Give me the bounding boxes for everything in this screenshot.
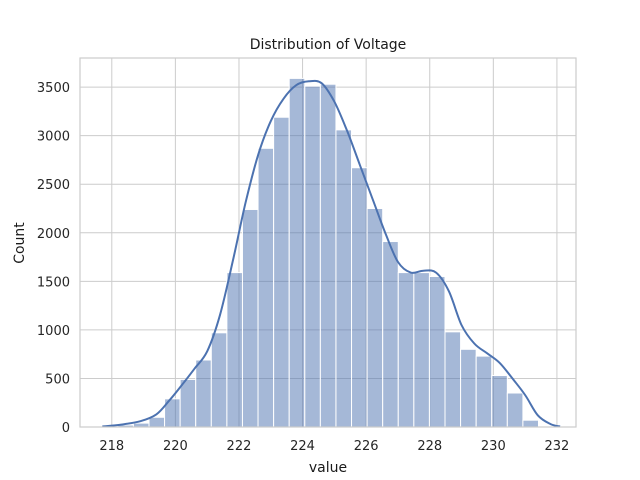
histogram-bar [179, 378, 197, 428]
chart-title: Distribution of Voltage [250, 37, 407, 53]
x-tick-label: 226 [354, 439, 379, 454]
histogram-bar [304, 85, 321, 428]
y-tick-label: 500 [45, 372, 70, 387]
histogram-bar [506, 392, 524, 428]
y-tick-label: 2500 [37, 178, 70, 193]
y-tick-label: 1500 [37, 275, 70, 290]
histogram-bar [335, 129, 353, 428]
x-axis-label: value [309, 460, 347, 476]
histogram-bar [273, 116, 290, 428]
histogram-bar [522, 419, 539, 428]
x-tick-label: 228 [417, 439, 442, 454]
y-tick-label: 0 [62, 421, 70, 436]
histogram-bar [319, 83, 337, 428]
y-axis-label: Count [12, 222, 28, 264]
y-tick-label: 3000 [37, 130, 70, 145]
x-tick-label: 220 [163, 439, 188, 454]
x-tick-label: 230 [481, 439, 506, 454]
kde-curve [102, 79, 561, 428]
histogram-bar [413, 272, 430, 428]
y-tick-label: 2000 [37, 227, 70, 242]
histogram-bar [288, 77, 306, 428]
histogram-bar [351, 167, 368, 428]
x-tick-labels: 218 220 222 224 226 228 230 232 [99, 439, 569, 454]
y-tick-label: 3500 [37, 81, 70, 96]
plot-frame [79, 57, 577, 428]
histogram-bar [460, 348, 477, 428]
kde-layer [102, 79, 561, 428]
x-tick-label: 224 [290, 439, 315, 454]
histogram-bar [382, 241, 399, 428]
histogram-bar [491, 375, 508, 428]
histogram-bar [397, 272, 415, 428]
histogram-bar [366, 208, 384, 428]
histogram-bar [444, 331, 462, 428]
histogram-bar [428, 275, 446, 428]
histogram-bar [241, 208, 259, 428]
histogram-bar [257, 147, 275, 428]
y-tick-label: 1000 [37, 324, 70, 339]
x-tick-label: 222 [227, 439, 252, 454]
y-tick-labels: 0 500 1000 1500 2000 2500 3000 3500 [37, 81, 70, 436]
histogram-bars [101, 77, 539, 428]
x-tick-label: 232 [545, 439, 570, 454]
histogram-bar [148, 416, 166, 428]
histogram-bar [195, 359, 212, 428]
histogram-bar [475, 355, 493, 428]
x-tick-label: 218 [99, 439, 124, 454]
histogram-bar [226, 272, 243, 428]
histogram-bar [210, 332, 228, 428]
